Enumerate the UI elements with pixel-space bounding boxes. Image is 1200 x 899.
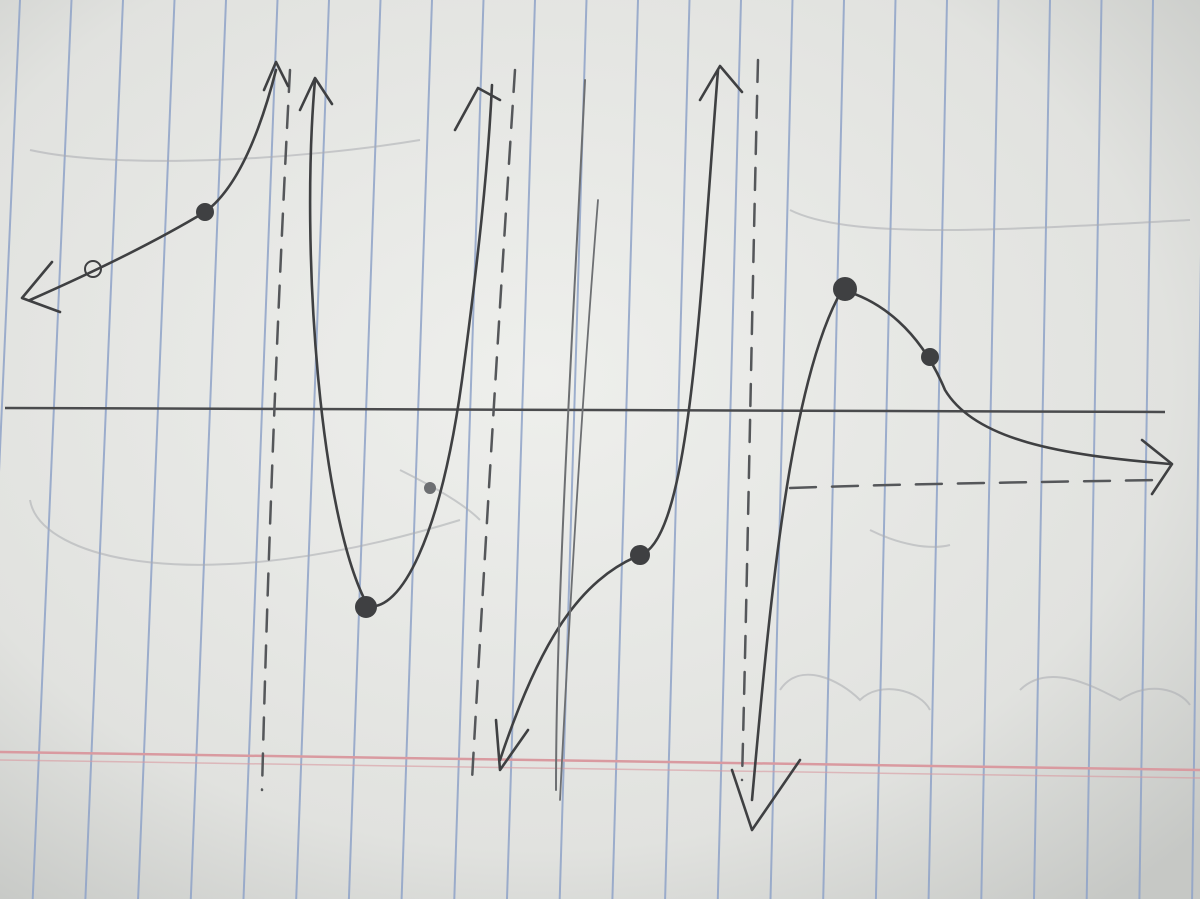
rule-line bbox=[347, 0, 382, 899]
rule-line bbox=[874, 0, 897, 899]
arrow-top-2a bbox=[298, 76, 334, 112]
vertical-asymptotes bbox=[260, 58, 760, 792]
horizontal-asymptote bbox=[788, 478, 1162, 490]
arrow-right-4 bbox=[1140, 438, 1174, 496]
arrow-bottom-4 bbox=[730, 758, 802, 832]
rule-line bbox=[400, 0, 433, 899]
rule-line bbox=[1085, 0, 1103, 899]
curve-branch-4 bbox=[750, 288, 1172, 802]
arrow-top-1 bbox=[262, 60, 290, 92]
arrow-bottom-3 bbox=[494, 718, 530, 772]
asymptote-3 bbox=[740, 58, 760, 782]
rule-line bbox=[1138, 0, 1154, 899]
asymptote-1 bbox=[260, 68, 292, 792]
arrow-left-end bbox=[20, 260, 62, 314]
point-3 bbox=[355, 596, 377, 618]
arrow-top-2b bbox=[453, 86, 502, 132]
rule-line bbox=[0, 0, 21, 472]
paper-margin-line bbox=[0, 750, 1200, 772]
asymptote-2 bbox=[470, 68, 517, 782]
plotted-points bbox=[84, 203, 939, 618]
point-7 bbox=[424, 482, 436, 494]
rule-line bbox=[506, 0, 536, 899]
rule-line bbox=[927, 0, 948, 899]
arrow-top-3 bbox=[698, 64, 744, 102]
rule-line bbox=[716, 0, 742, 899]
faint-erased-marks bbox=[29, 139, 1191, 711]
point-1 bbox=[84, 260, 102, 278]
point-4 bbox=[630, 545, 650, 565]
rule-line bbox=[769, 0, 794, 899]
rule-line bbox=[611, 0, 639, 899]
rule-line bbox=[1033, 0, 1051, 899]
rule-line bbox=[84, 0, 124, 899]
point-6 bbox=[921, 348, 939, 366]
rule-line bbox=[189, 0, 227, 899]
curve-branch-3 bbox=[498, 68, 720, 762]
rule-line bbox=[137, 0, 176, 899]
point-2 bbox=[196, 203, 214, 221]
rule-line bbox=[242, 0, 279, 899]
rule-line bbox=[822, 0, 845, 899]
rule-line bbox=[980, 0, 1000, 899]
rule-line bbox=[31, 0, 73, 899]
rule-line bbox=[453, 0, 485, 899]
rule-line bbox=[295, 0, 330, 899]
rule-line bbox=[664, 0, 691, 899]
curve-branch-2 bbox=[308, 78, 494, 608]
rule-line bbox=[1191, 253, 1200, 899]
point-5 bbox=[833, 277, 857, 301]
